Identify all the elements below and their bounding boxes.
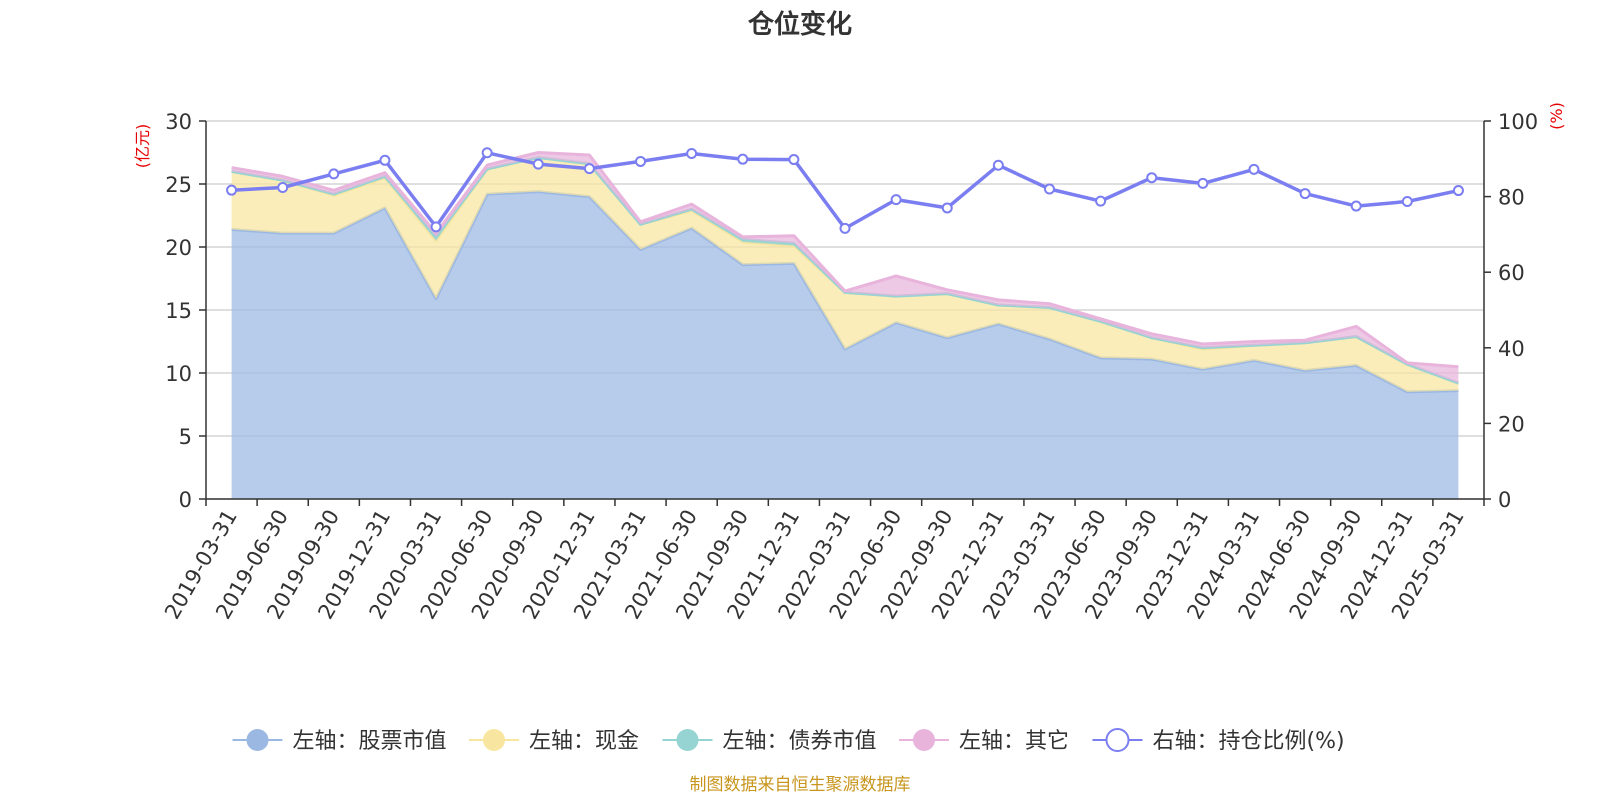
area-edge-other <box>231 151 1459 369</box>
left-tick-label: 0 <box>179 488 192 512</box>
right-tick-label: 80 <box>1498 186 1525 210</box>
legend-marker <box>246 729 269 751</box>
ratio-point <box>328 168 340 180</box>
ratio-point <box>1043 183 1055 195</box>
ratio-point <box>635 155 647 167</box>
stacked-areas <box>231 151 1459 499</box>
ratio-point <box>481 147 493 159</box>
ratio-point <box>839 222 851 234</box>
ratio-point <box>1197 177 1209 189</box>
source-note: 制图数据来自恒生聚源数据库 <box>690 775 911 795</box>
legend-item[interactable]: 左轴：股票市值 <box>232 729 447 754</box>
ratio-point <box>1095 195 1107 207</box>
ratio-point <box>1248 163 1260 175</box>
left-tick-label: 20 <box>165 236 192 260</box>
left-tick-label: 30 <box>165 110 192 134</box>
axes: 0 5 10 15 20 25 30 0 20 40 60 80 100 <box>165 110 1538 512</box>
x-axis-labels: 2019-03-312019-06-302019-09-302019-12-31… <box>160 506 1469 624</box>
chart-title: 仓位变化 <box>747 9 852 40</box>
ratio-point <box>379 154 391 166</box>
legend-label: 左轴：现金 <box>529 729 639 754</box>
legend-marker <box>483 729 505 751</box>
legend-label: 右轴：持仓比例(%) <box>1153 729 1345 754</box>
left-tick-label: 10 <box>165 362 192 386</box>
ratio-point <box>532 158 544 170</box>
holding-ratio-line <box>226 147 1464 234</box>
legend-label: 左轴：其它 <box>959 729 1069 754</box>
legend-marker <box>913 729 935 751</box>
legend-items: 左轴：股票市值 左轴：现金 左轴：债券市值 左轴：其它 右轴：持仓比例(%) <box>232 728 1345 754</box>
ratio-point <box>992 159 1004 171</box>
area-stock-value <box>231 191 1459 499</box>
ratio-point <box>1299 188 1311 200</box>
legend-item[interactable]: 右轴：持仓比例(%) <box>1092 728 1345 754</box>
ratio-point <box>277 182 289 194</box>
area-cash <box>231 157 1459 392</box>
left-tick-label: 15 <box>165 299 192 323</box>
right-tick-label: 100 <box>1498 110 1538 134</box>
legend[interactable]: 左轴：股票市值 左轴：现金 左轴：债券市值 左轴：其它 右轴：持仓比例(%) <box>232 728 1345 754</box>
left-axis-unit: (亿元) <box>133 124 152 169</box>
legend-item[interactable]: 左轴：其它 <box>899 729 1069 754</box>
ratio-point <box>430 221 442 233</box>
ratio-point <box>737 153 749 165</box>
ratio-point <box>583 163 595 175</box>
ratio-point <box>941 202 953 214</box>
right-tick-label: 40 <box>1498 337 1525 361</box>
ratio-point <box>1146 172 1158 184</box>
ratio-point <box>1452 185 1464 197</box>
legend-item[interactable]: 左轴：现金 <box>469 729 639 754</box>
ratio-point <box>1350 200 1362 212</box>
legend-label: 左轴：债券市值 <box>723 729 877 754</box>
right-tick-label: 60 <box>1498 261 1525 285</box>
legend-marker <box>1105 728 1130 752</box>
left-tick-label: 25 <box>165 173 192 197</box>
ratio-point <box>1401 196 1413 208</box>
left-tick-label: 5 <box>179 425 192 449</box>
ratio-point <box>890 194 902 206</box>
legend-item[interactable]: 左轴：债券市值 <box>662 729 877 754</box>
right-axis-unit: (%) <box>1547 102 1566 130</box>
ratio-point <box>686 148 698 160</box>
ratio-point <box>788 154 800 166</box>
right-tick-label: 20 <box>1498 412 1525 436</box>
ratio-point <box>226 184 238 196</box>
legend-marker <box>676 729 699 751</box>
legend-label: 左轴：股票市值 <box>293 729 447 754</box>
right-tick-label: 0 <box>1498 488 1511 512</box>
